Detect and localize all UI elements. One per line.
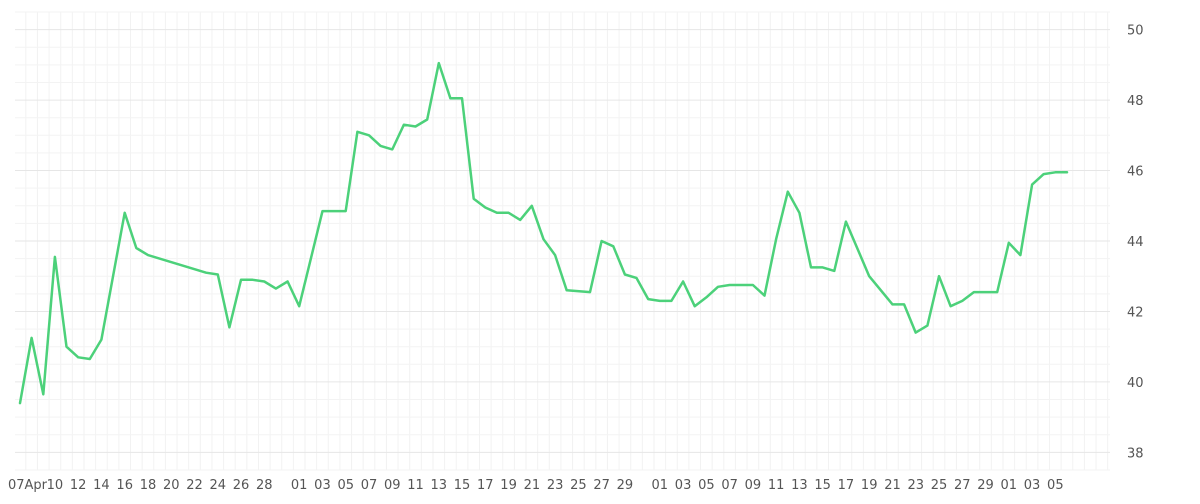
grid	[15, 12, 1110, 470]
x-tick-label: 21	[524, 478, 541, 493]
x-tick-label: 10	[47, 478, 64, 493]
x-tick-label: 29	[617, 478, 634, 493]
y-tick-label: 50	[1127, 24, 1144, 39]
x-tick-label: 09	[745, 478, 762, 493]
x-tick-label: 23	[907, 478, 924, 493]
x-tick-label: 18	[140, 478, 157, 493]
x-tick-label: 19	[500, 478, 517, 493]
x-tick-label: 16	[116, 478, 133, 493]
x-tick-label: 29	[977, 478, 994, 493]
x-tick-label: 05	[337, 478, 354, 493]
x-tick-label: 07	[721, 478, 738, 493]
x-tick-label: 19	[861, 478, 878, 493]
y-tick-label: 40	[1127, 376, 1144, 391]
x-tick-label: 22	[186, 478, 203, 493]
x-tick-label: 07Apr	[8, 478, 48, 493]
x-tick-label: 11	[407, 478, 424, 493]
x-tick-label: 01	[291, 478, 308, 493]
y-tick-label: 46	[1127, 165, 1144, 180]
x-tick-label: 25	[570, 478, 587, 493]
x-tick-label: 13	[431, 478, 448, 493]
x-tick-label: 28	[256, 478, 273, 493]
x-tick-label: 03	[314, 478, 331, 493]
x-tick-label: 13	[791, 478, 808, 493]
y-tick-label: 48	[1127, 94, 1144, 109]
x-tick-label: 05	[1047, 478, 1064, 493]
x-tick-label: 07	[361, 478, 378, 493]
x-tick-label: 01	[1001, 478, 1018, 493]
x-tick-label: 27	[593, 478, 610, 493]
x-tick-label: 15	[454, 478, 471, 493]
x-tick-label: 09	[384, 478, 401, 493]
y-tick-label: 38	[1127, 446, 1144, 461]
x-tick-label: 05	[698, 478, 715, 493]
x-tick-label: 26	[233, 478, 250, 493]
x-tick-label: 01	[652, 478, 669, 493]
x-tick-label: 03	[675, 478, 692, 493]
x-tick-label: 03	[1024, 478, 1041, 493]
x-tick-label: 24	[209, 478, 226, 493]
y-tick-label: 42	[1127, 305, 1144, 320]
x-tick-label: 17	[477, 478, 494, 493]
x-tick-label: 15	[814, 478, 831, 493]
x-tick-label: 11	[768, 478, 785, 493]
x-tick-label: 12	[70, 478, 87, 493]
y-tick-label: 44	[1127, 235, 1144, 250]
x-tick-label: 25	[931, 478, 948, 493]
x-tick-label: 17	[838, 478, 855, 493]
x-tick-label: 21	[884, 478, 901, 493]
x-tick-label: 23	[547, 478, 564, 493]
x-tick-label: 27	[954, 478, 971, 493]
x-tick-label: 20	[163, 478, 180, 493]
x-tick-label: 14	[93, 478, 110, 493]
